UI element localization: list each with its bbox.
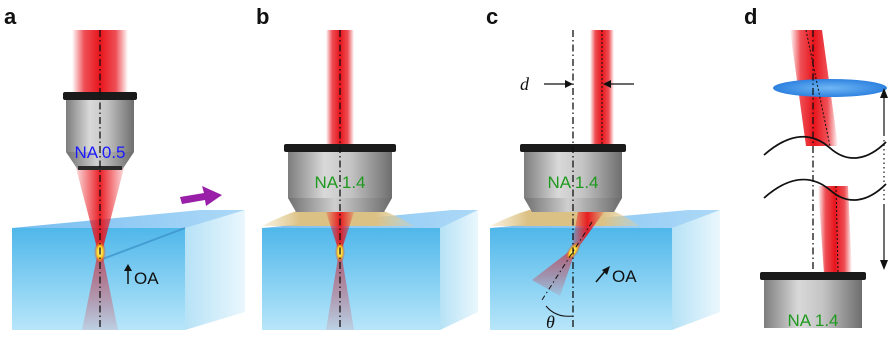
focusing-cone-b — [326, 212, 354, 252]
panel-c: c NA 1.4 d — [486, 4, 720, 332]
crystal-front-b — [262, 228, 440, 330]
laser-beam-lower-d — [818, 186, 852, 274]
double-headed-arrow-icon — [880, 88, 888, 270]
crystal-side-c — [672, 210, 720, 330]
axis-label-c: OA — [612, 267, 637, 286]
angle-arc-c — [545, 305, 574, 317]
up-arrow-head-d — [880, 88, 888, 98]
right-arrow-head-icon — [565, 80, 573, 88]
objective-front-lens-a — [78, 166, 122, 170]
crystal-side-b — [440, 210, 478, 330]
break-line-lower-d — [763, 178, 887, 201]
objective-label-c: NA 1.4 — [547, 173, 598, 192]
left-arrow-head-icon — [603, 80, 611, 88]
panel-letter-d: d — [744, 4, 757, 29]
break-line-upper-d — [763, 135, 887, 159]
diagonal-arrow-head-icon — [602, 266, 610, 275]
objective-label-d: NA 1.4 — [787, 311, 838, 330]
panel-a: a NA 0.5 OA — [4, 4, 245, 330]
panel-letter-b: b — [256, 4, 269, 29]
panel-d: d NA 1.4 — [744, 4, 888, 330]
tilted-axis-c — [541, 221, 593, 301]
axis-label-a: OA — [134, 269, 159, 288]
optic-axis-indicator-a: OA — [124, 264, 159, 288]
optic-axis-plane-a — [99, 227, 186, 261]
right-arrow-icon — [180, 186, 222, 206]
down-arrow-head-d — [880, 260, 888, 270]
up-arrow-head-icon — [124, 264, 132, 271]
scan-lens-d — [773, 79, 887, 97]
objective-d: NA 1.4 — [760, 272, 866, 330]
crystal-block-a — [12, 210, 245, 330]
crystal-block-b — [262, 210, 478, 330]
offset-indicator-c: d — [520, 74, 634, 94]
diverging-cone-c — [532, 250, 575, 296]
panel-letter-c: c — [486, 4, 498, 29]
objective-label-b: NA 1.4 — [314, 173, 365, 192]
angle-label-theta: θ — [546, 312, 555, 332]
crystal-block-c — [490, 210, 720, 330]
offset-label-d: d — [520, 74, 530, 94]
crystal-side-a — [185, 210, 245, 330]
objective-ring-a — [63, 92, 137, 100]
crystal-front-c — [490, 228, 672, 330]
panel-b: b NA 1.4 — [256, 4, 478, 330]
optic-axis-indicator-c: OA — [595, 266, 637, 286]
panel-letter-a: a — [4, 4, 17, 29]
objective-ring-d — [760, 272, 866, 280]
objective-body-d — [764, 278, 862, 328]
crystal-top-a — [12, 210, 245, 228]
